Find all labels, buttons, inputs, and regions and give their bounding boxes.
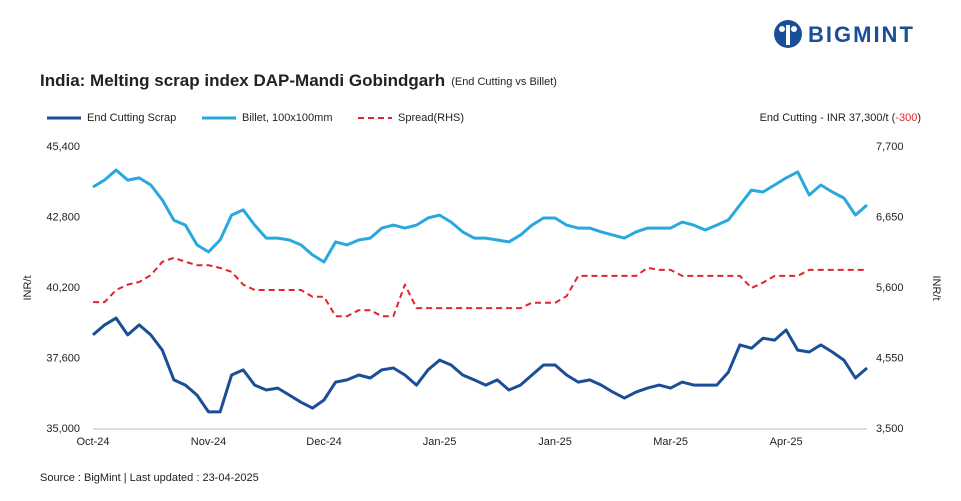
y-tick-label: 35,000 <box>46 423 80 435</box>
legend-label: Billet, 100x100mm <box>242 112 333 124</box>
x-tick-label: Jan-25 <box>423 436 457 448</box>
y2-tick-label: 3,500 <box>876 423 904 435</box>
x-tick-label: Dec-24 <box>306 436 341 448</box>
y2-tick-label: 5,600 <box>876 282 904 294</box>
y-tick-label: 40,200 <box>46 282 80 294</box>
series-line <box>92 168 868 264</box>
subtitle: (End Cutting vs Billet) <box>451 76 557 88</box>
annotation-change: -300 <box>895 112 917 124</box>
title: India: Melting scrap index DAP-Mandi Gob… <box>40 71 445 90</box>
x-tick-label: Nov-24 <box>191 436 226 448</box>
x-tick-label: Apr-25 <box>770 436 803 448</box>
x-tick-label: Jan-25 <box>538 436 572 448</box>
logo-icon-bar <box>786 25 790 45</box>
logo-icon-dot <box>791 26 797 32</box>
y2-axis-label: INR/t <box>930 275 942 300</box>
x-tick-label: Oct-24 <box>76 436 109 448</box>
y2-tick-label: 6,650 <box>876 211 904 223</box>
logo-icon-dot <box>779 26 785 32</box>
y-tick-label: 45,400 <box>46 141 80 153</box>
annotation: End Cutting - INR 37,300/t (-300) <box>760 112 921 124</box>
y-axis-label: INR/t <box>22 275 34 300</box>
legend-label: End Cutting Scrap <box>87 112 176 124</box>
logo: BIGMINT <box>774 20 915 48</box>
annotation-text: ) <box>917 112 921 124</box>
legend-label: Spread(RHS) <box>398 112 464 124</box>
y-tick-label: 42,800 <box>46 211 80 223</box>
brand: BIGMINT <box>808 22 915 47</box>
y2-tick-label: 4,550 <box>876 352 904 364</box>
y-tick-label: 37,600 <box>46 352 80 364</box>
annotation-text: End Cutting - INR 37,300/t ( <box>760 112 896 124</box>
y2-tick-label: 7,700 <box>876 141 904 153</box>
series-line <box>93 256 867 318</box>
source: Source : BigMint | Last updated : 23-04-… <box>40 472 259 484</box>
chart-title: India: Melting scrap index DAP-Mandi Gob… <box>40 71 557 90</box>
series-line <box>92 316 868 414</box>
x-tick-label: Mar-25 <box>653 436 688 448</box>
